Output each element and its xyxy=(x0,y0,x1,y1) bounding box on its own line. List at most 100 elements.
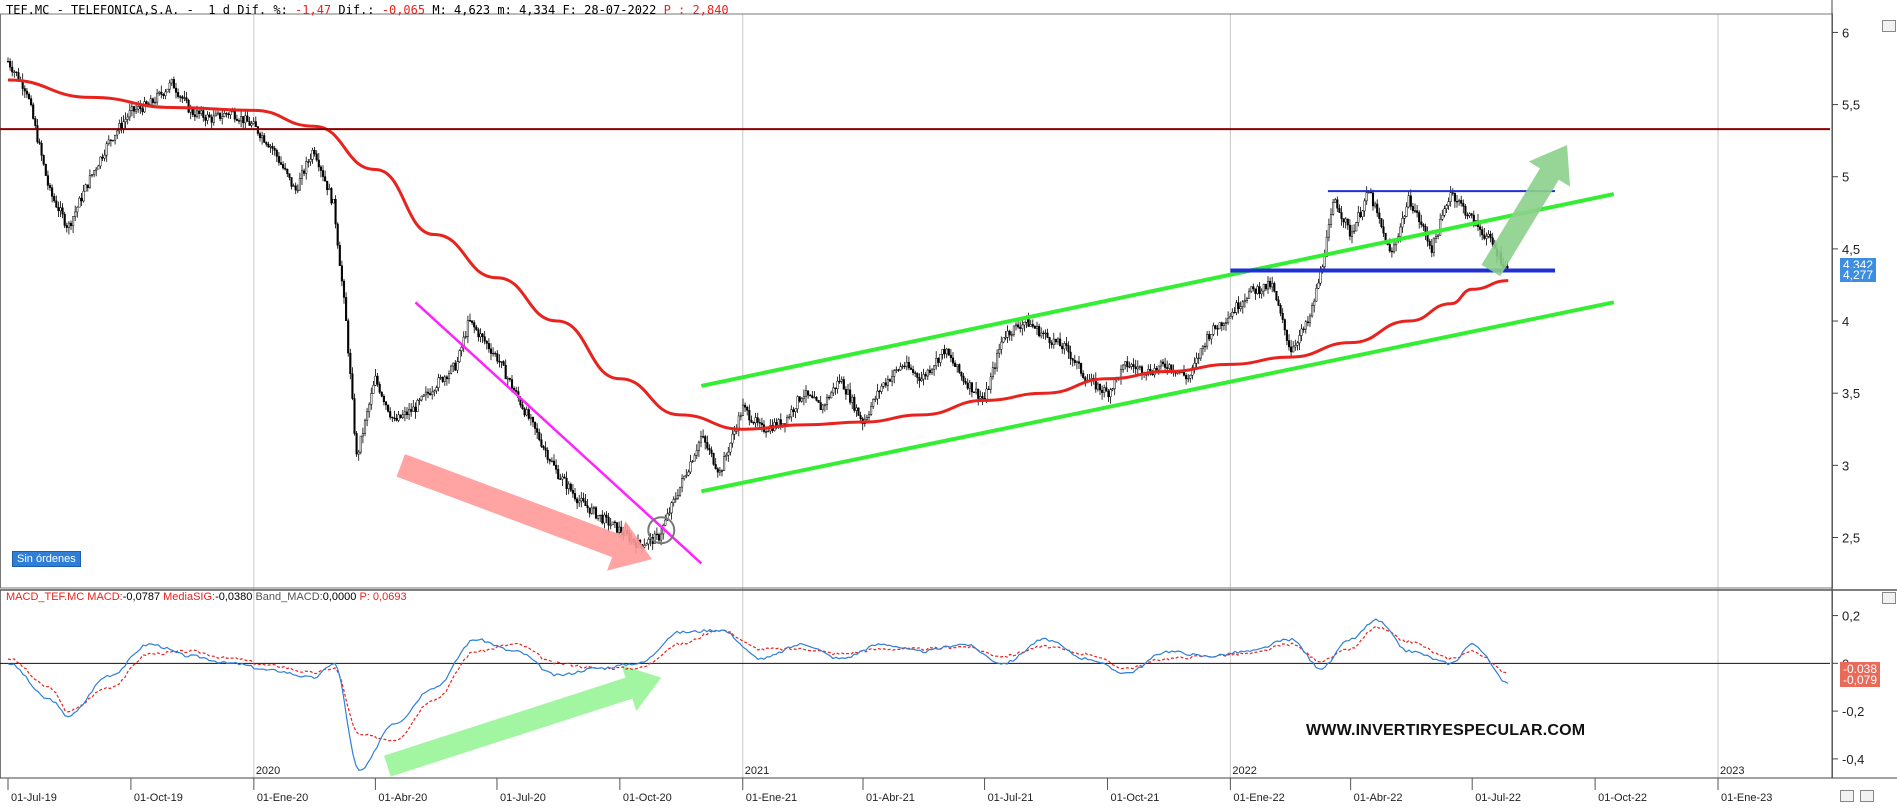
candle-body xyxy=(269,146,272,148)
min-label: m: xyxy=(497,3,512,17)
candle-body xyxy=(111,139,115,142)
signal-value: -0,0380 xyxy=(215,591,253,603)
candle-body xyxy=(668,512,671,515)
candle-body xyxy=(433,390,436,393)
candle-body xyxy=(685,475,688,477)
candle-body xyxy=(1334,199,1337,203)
candle-body xyxy=(1155,367,1158,371)
candle-body xyxy=(1460,200,1463,204)
candle-body xyxy=(69,222,73,227)
candle-body xyxy=(844,389,847,395)
candle-body xyxy=(120,123,123,129)
settings-icon[interactable] xyxy=(1860,790,1874,802)
candle-body xyxy=(1401,218,1404,228)
candle-body xyxy=(918,377,921,382)
candle-body xyxy=(277,156,280,163)
candle-body xyxy=(437,377,440,388)
candle-body xyxy=(93,170,96,175)
candle-body xyxy=(1250,286,1253,292)
candle-body xyxy=(1323,256,1326,268)
candle-body xyxy=(1340,212,1343,219)
x-tick-label: 01-Jul-19 xyxy=(11,792,57,804)
dif-label: Dif.: xyxy=(338,3,375,17)
price-up-arrow xyxy=(1481,144,1571,277)
candle-body xyxy=(857,407,860,416)
candle-body xyxy=(607,516,610,526)
candle-body xyxy=(720,470,724,472)
candle-body xyxy=(605,514,608,518)
candle-body xyxy=(647,539,650,545)
candle-body xyxy=(565,477,568,489)
macd-p-value: 0,0693 xyxy=(372,591,407,603)
candle-body xyxy=(9,61,12,68)
candle-body xyxy=(834,387,837,389)
band-label: Band_MACD: xyxy=(255,591,323,603)
candle-body xyxy=(275,150,278,157)
candle-body xyxy=(958,364,961,373)
candle-body xyxy=(353,398,356,434)
candle-body xyxy=(510,379,514,389)
candle-body xyxy=(191,108,194,115)
candle-body xyxy=(523,408,526,416)
candle-body xyxy=(1445,205,1448,209)
year-label: 2022 xyxy=(1232,765,1256,777)
candle-body xyxy=(227,113,230,116)
year-label: 2020 xyxy=(256,765,280,777)
macd-y-tick-label: 0,2 xyxy=(1842,609,1860,624)
candle-body xyxy=(1185,375,1188,380)
macd-pane-resize-icon[interactable] xyxy=(1882,592,1896,604)
candle-body xyxy=(1342,218,1345,223)
candle-body xyxy=(609,524,612,526)
candle-body xyxy=(1042,332,1045,335)
candle-body xyxy=(979,396,982,399)
candle-body xyxy=(219,112,222,119)
candle-body xyxy=(160,91,163,95)
candle-body xyxy=(1455,201,1459,203)
candle-body xyxy=(88,175,91,188)
candle-body xyxy=(1231,312,1234,317)
candle-body xyxy=(825,396,829,406)
save-icon[interactable] xyxy=(1840,790,1854,802)
candle-body xyxy=(542,446,545,449)
candle-body xyxy=(296,189,299,192)
candle-body xyxy=(1283,319,1286,331)
status-badge[interactable]: Sin órdenes xyxy=(12,551,81,567)
macd-p-label: P: xyxy=(359,591,370,603)
candle-body xyxy=(1361,210,1364,217)
candle-body xyxy=(1138,366,1141,368)
candle-body xyxy=(1235,302,1238,313)
candle-body xyxy=(416,400,419,412)
candle-body xyxy=(956,364,959,368)
candle-body xyxy=(99,156,102,167)
pane-resize-icon[interactable] xyxy=(1882,20,1896,32)
candle-body xyxy=(1006,330,1009,338)
x-tick-label: 01-Abr-21 xyxy=(866,792,915,804)
candle-body xyxy=(548,459,551,462)
candle-body xyxy=(1134,366,1137,370)
candle-body xyxy=(909,367,913,370)
candle-body xyxy=(697,441,700,451)
candle-body xyxy=(914,372,917,374)
candle-body xyxy=(183,97,186,99)
x-tick-label: 01-Ene-23 xyxy=(1721,792,1772,804)
candle-body xyxy=(571,490,574,494)
candle-body xyxy=(821,404,824,410)
candle-body xyxy=(1023,322,1026,326)
candle-body xyxy=(1306,321,1309,324)
candle-body xyxy=(708,448,711,451)
candle-body xyxy=(960,372,963,377)
axes: 2020 2021 2022 2023 01-Jul-19 01-Oct-19 01-Ene… xyxy=(7,25,1864,804)
candle-body xyxy=(731,433,734,444)
candle-body xyxy=(1168,364,1171,369)
candle-body xyxy=(139,106,142,109)
candle-body xyxy=(832,387,835,394)
candle-body xyxy=(930,368,934,373)
candle-body xyxy=(748,410,751,421)
candle-body xyxy=(420,395,423,401)
candle-body xyxy=(1481,229,1484,236)
x-tick-label: 01-Abr-22 xyxy=(1354,792,1403,804)
candle-body xyxy=(859,415,862,419)
candle-body xyxy=(450,365,453,374)
candle-body xyxy=(321,170,325,177)
candle-body xyxy=(1164,363,1167,368)
